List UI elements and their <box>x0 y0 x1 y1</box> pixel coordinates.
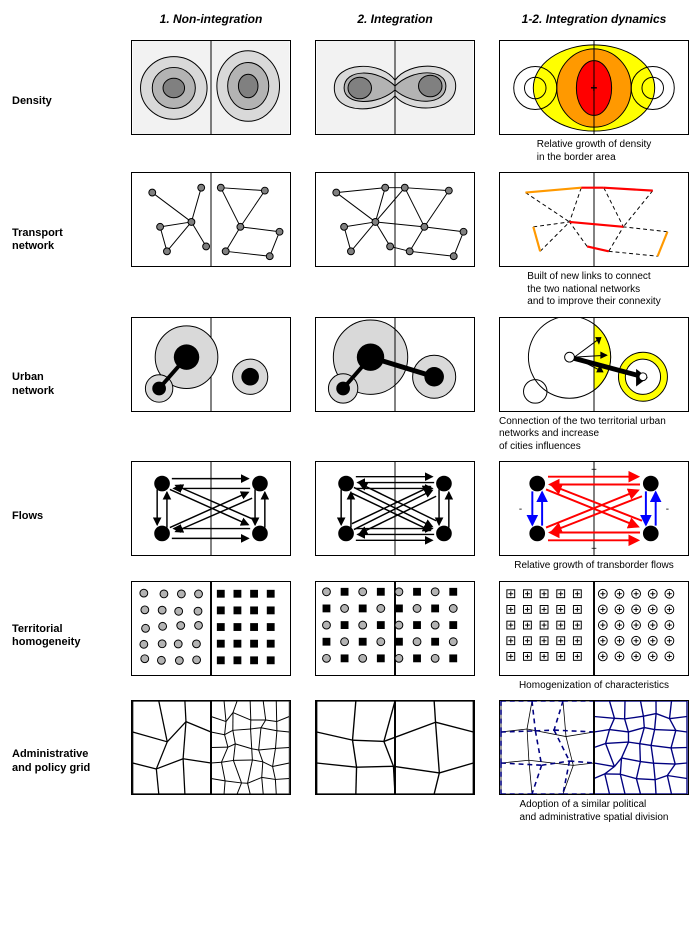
transport-nonint <box>126 172 296 267</box>
urban-dyn: Connection of the two territorial urban … <box>494 317 694 454</box>
flows-int <box>310 461 480 556</box>
svg-text:+: + <box>591 465 597 476</box>
svg-text:+: + <box>591 82 598 95</box>
row-label-urban: Urbannetwork <box>12 317 112 454</box>
urban-int <box>310 317 480 412</box>
col-header-1: 1. Non-integration <box>126 12 296 32</box>
urban-nonint <box>126 317 296 412</box>
row-label-flows: Flows <box>12 461 112 573</box>
row-label-density: Density <box>12 40 112 164</box>
admin-nonint <box>126 700 296 795</box>
transport-int <box>310 172 480 267</box>
density-nonint <box>126 40 296 135</box>
svg-text:-: - <box>666 504 669 515</box>
row-label-transport: Transportnetwork <box>12 172 112 309</box>
admin-dyn: Adoption of a similar politicaland admin… <box>494 700 694 824</box>
col-header-2: 2. Integration <box>310 12 480 32</box>
density-int <box>310 40 480 135</box>
admin-int <box>310 700 480 795</box>
svg-text:+: + <box>591 544 597 555</box>
homog-caption: Homogenization of characteristics <box>519 680 669 693</box>
flows-caption: Relative growth of transborder flows <box>514 560 674 573</box>
flows-dyn: + + - - Relative growth of transborder f… <box>494 461 694 573</box>
density-dyn: + Relative growth of densityin the borde… <box>494 40 694 164</box>
urban-caption: Connection of the two territorial urban … <box>499 416 689 454</box>
transport-dyn: Built of new links to connectthe two nat… <box>494 172 694 309</box>
diagram-grid: 1. Non-integration 2. Integration 1-2. I… <box>12 12 683 824</box>
admin-caption: Adoption of a similar politicaland admin… <box>520 799 669 824</box>
density-caption: Relative growth of densityin the border … <box>537 139 652 164</box>
row-label-admin: Administrativeand policy grid <box>12 700 112 824</box>
homog-nonint <box>126 581 296 676</box>
col-header-3: 1-2. Integration dynamics <box>494 12 694 32</box>
row-label-homog: Territorialhomogeneity <box>12 581 112 693</box>
transport-caption: Built of new links to connectthe two nat… <box>527 271 660 309</box>
flows-nonint <box>126 461 296 556</box>
homog-dyn: Homogenization of characteristics <box>494 581 694 693</box>
svg-text:-: - <box>519 504 522 515</box>
homog-int <box>310 581 480 676</box>
